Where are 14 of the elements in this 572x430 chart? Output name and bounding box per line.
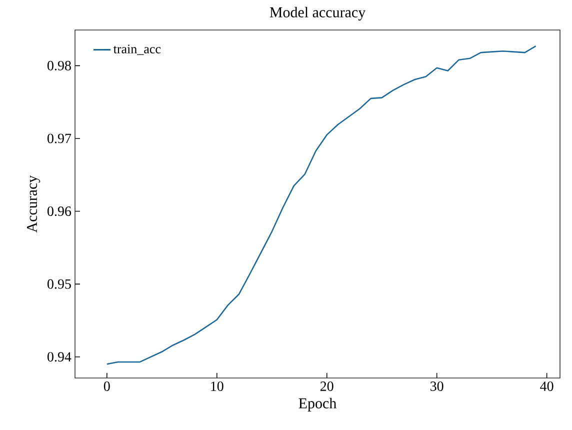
chart-title: Model accuracy (270, 6, 366, 20)
y-tick-label: 0.98 (48, 60, 71, 70)
y-tick-label: 0.95 (48, 279, 71, 289)
y-tick-label: 0.96 (48, 206, 72, 216)
x-tick-label: 10 (211, 382, 224, 391)
x-tick-label: 0 (104, 382, 110, 391)
x-tick-label: 40 (540, 382, 554, 391)
y-tick-label: 0.97 (48, 134, 72, 144)
x-tick-label: 30 (430, 382, 444, 391)
legend-label: train_acc (113, 44, 161, 55)
y-tick-label: 0.94 (48, 352, 72, 362)
x-axis-title: Epoch (298, 398, 336, 412)
x-tick-label: 20 (320, 382, 334, 391)
y-axis-title: Accuracy (26, 175, 40, 233)
